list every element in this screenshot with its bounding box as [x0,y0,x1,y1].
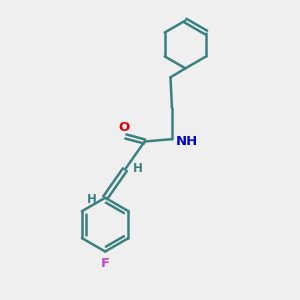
Text: H: H [133,162,143,175]
Text: F: F [100,257,110,270]
Text: NH: NH [176,135,198,148]
Text: H: H [87,193,97,206]
Text: O: O [119,121,130,134]
